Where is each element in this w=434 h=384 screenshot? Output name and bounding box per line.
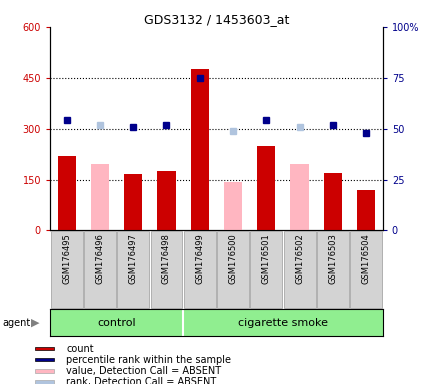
Text: value, Detection Call = ABSENT: value, Detection Call = ABSENT xyxy=(66,366,221,376)
Bar xyxy=(157,171,175,230)
FancyBboxPatch shape xyxy=(217,231,248,308)
Text: ▶: ▶ xyxy=(31,318,40,328)
FancyBboxPatch shape xyxy=(117,231,149,308)
Text: rank, Detection Call = ABSENT: rank, Detection Call = ABSENT xyxy=(66,377,216,384)
FancyBboxPatch shape xyxy=(316,231,348,308)
Bar xyxy=(356,190,375,230)
Text: GSM176501: GSM176501 xyxy=(261,233,270,284)
Text: GSM176496: GSM176496 xyxy=(95,233,104,285)
Bar xyxy=(35,347,53,351)
Text: GSM176495: GSM176495 xyxy=(62,233,71,284)
Bar xyxy=(57,156,76,230)
Text: agent: agent xyxy=(2,318,30,328)
Bar xyxy=(91,164,109,230)
Bar xyxy=(35,369,53,372)
Text: cigarette smoke: cigarette smoke xyxy=(237,318,327,328)
Text: GSM176500: GSM176500 xyxy=(228,233,237,284)
Text: control: control xyxy=(97,318,135,328)
FancyBboxPatch shape xyxy=(349,231,381,308)
Bar xyxy=(190,69,208,230)
Bar xyxy=(224,182,242,230)
Bar xyxy=(35,358,53,361)
Text: GSM176502: GSM176502 xyxy=(294,233,303,284)
Text: count: count xyxy=(66,344,94,354)
Title: GDS3132 / 1453603_at: GDS3132 / 1453603_at xyxy=(143,13,289,26)
Bar xyxy=(124,174,142,230)
FancyBboxPatch shape xyxy=(51,231,82,308)
FancyBboxPatch shape xyxy=(150,231,182,308)
Text: GSM176497: GSM176497 xyxy=(128,233,138,285)
Text: GSM176498: GSM176498 xyxy=(161,233,171,285)
Bar xyxy=(35,380,53,384)
Bar xyxy=(290,164,308,230)
FancyBboxPatch shape xyxy=(184,231,215,308)
Bar xyxy=(323,173,341,230)
FancyBboxPatch shape xyxy=(84,231,115,308)
Text: GSM176504: GSM176504 xyxy=(361,233,370,284)
FancyBboxPatch shape xyxy=(250,231,282,308)
Text: GSM176499: GSM176499 xyxy=(195,233,204,284)
Text: GSM176503: GSM176503 xyxy=(328,233,337,285)
FancyBboxPatch shape xyxy=(283,231,315,308)
Bar xyxy=(256,146,275,230)
Text: percentile rank within the sample: percentile rank within the sample xyxy=(66,355,230,365)
